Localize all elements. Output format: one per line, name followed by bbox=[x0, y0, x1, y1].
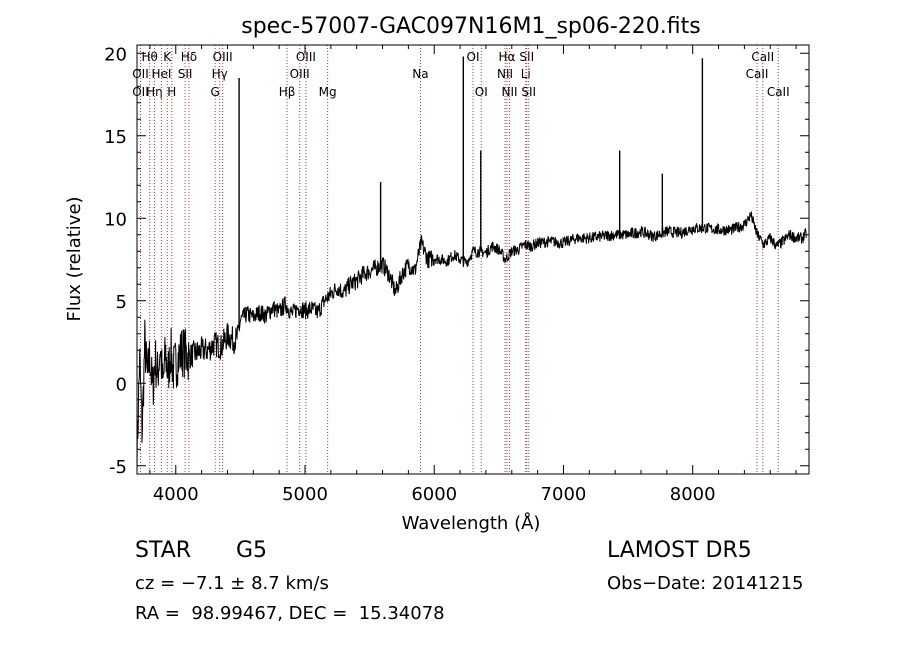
spectral-line-label: CaII bbox=[767, 85, 790, 99]
spectral-line-label: NII bbox=[497, 67, 513, 81]
obs-date: Obs−Date: 20141215 bbox=[607, 573, 804, 594]
x-tick-label: 4000 bbox=[153, 484, 199, 505]
spectral-line-label: Hη bbox=[146, 85, 163, 99]
spectral-line-label: Hγ bbox=[212, 67, 228, 81]
x-axis: 4000 5000 6000 7000 8000 bbox=[149, 45, 797, 505]
plot-frame bbox=[136, 44, 810, 475]
spectral-line-label: Hα bbox=[499, 50, 516, 64]
spectral-line-label: NII bbox=[502, 85, 518, 99]
spectral-line-label: OI bbox=[467, 50, 480, 64]
spectral-line-label: CaII bbox=[746, 67, 769, 81]
spectral-line-label: Hθ bbox=[141, 50, 157, 64]
y-axis-label: Flux (relative) bbox=[64, 196, 85, 321]
chart-title: spec-57007-GAC097N16M1_sp06-220.fits bbox=[241, 14, 701, 39]
y-tick-label: 20 bbox=[104, 44, 127, 65]
object-subclass: G5 bbox=[236, 538, 268, 563]
x-axis-label: Wavelength (Å) bbox=[402, 512, 541, 534]
spectral-line-label: SII bbox=[519, 50, 534, 64]
y-tick-label: -5 bbox=[109, 457, 127, 478]
spectral-line-label: OIII bbox=[213, 50, 233, 64]
y-tick-label: 15 bbox=[104, 127, 127, 148]
x-tick-label: 7000 bbox=[541, 484, 587, 505]
spectral-line-label: K bbox=[163, 50, 172, 64]
spectral-line-label: Hβ bbox=[279, 85, 296, 99]
spectral-line-label: H bbox=[167, 85, 176, 99]
y-axis: -5 0 5 10 15 20 bbox=[104, 44, 809, 478]
emission-spikes bbox=[238, 56, 704, 329]
spectral-line-label: OIII bbox=[290, 67, 310, 81]
spectral-line-label: OI bbox=[475, 85, 488, 99]
y-tick-label: 0 bbox=[116, 374, 127, 395]
spectrum-series bbox=[136, 211, 807, 475]
spectral-line-label: G bbox=[211, 85, 220, 99]
survey-label: LAMOST DR5 bbox=[607, 538, 752, 563]
spectral-line-label: OII bbox=[132, 67, 149, 81]
spectral-line-label: SII bbox=[521, 85, 536, 99]
spectral-line-label: CaII bbox=[751, 50, 774, 64]
spectrum-line bbox=[136, 211, 807, 475]
y-tick-label: 5 bbox=[116, 292, 127, 313]
spectral-line-label: Na bbox=[412, 67, 428, 81]
y-tick-label: 10 bbox=[104, 209, 127, 230]
spectral-line-label: SII bbox=[178, 67, 193, 81]
spectral-line-label: Hδ bbox=[181, 50, 197, 64]
spectral-line-label: Mg bbox=[319, 85, 337, 99]
coordinates: RA = 98.99467, DEC = 15.34078 bbox=[135, 603, 445, 624]
object-type: STAR bbox=[135, 538, 192, 563]
x-tick-label: 5000 bbox=[282, 484, 328, 505]
spectral-line-label: OIII bbox=[296, 50, 316, 64]
x-tick-label: 6000 bbox=[411, 484, 457, 505]
redshift-line: cz = −7.1 ± 8.7 km/s bbox=[135, 573, 329, 594]
spectral-line-label: Li bbox=[521, 67, 531, 81]
spectral-line-label: HeI bbox=[151, 67, 171, 81]
spectral-line-label: OII bbox=[132, 85, 149, 99]
x-tick-label: 8000 bbox=[670, 484, 716, 505]
